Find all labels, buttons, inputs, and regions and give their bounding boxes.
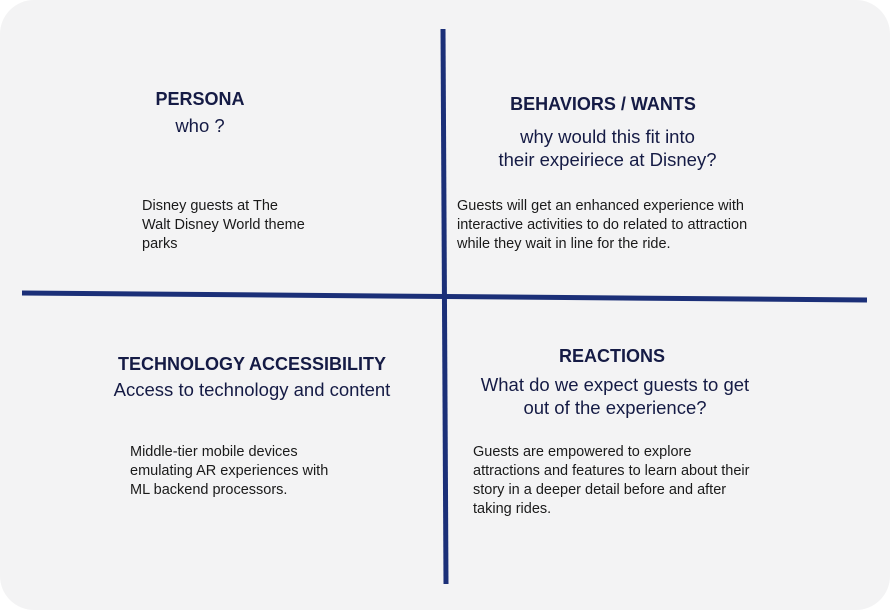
reactions-subtitle-line: out of the experience? bbox=[523, 397, 707, 418]
technology-description-line: ML backend processors. bbox=[130, 482, 288, 498]
vertical-divider bbox=[440, 28, 449, 585]
behaviors-subtitle-line: their expeiriece at Disney? bbox=[498, 149, 717, 170]
reactions-description-line: attractions and features to learn about … bbox=[473, 463, 750, 479]
technology-description-line: emulating AR experiences with bbox=[130, 463, 329, 479]
reactions-description-line: taking rides. bbox=[473, 501, 552, 517]
behaviors-description: Guests will get an enhanced experience w… bbox=[457, 197, 817, 254]
technology-subtitle: Access to technology and content bbox=[113, 379, 391, 400]
persona-subtitle: who ? bbox=[175, 115, 225, 136]
persona-description-line: parks bbox=[142, 236, 178, 252]
persona-description-line: Walt Disney World theme bbox=[142, 217, 305, 233]
reactions-subtitle: What do we expect guests to get out of t… bbox=[462, 373, 768, 419]
technology-title: TECHNOLOGY ACCESSIBILITY bbox=[117, 354, 387, 374]
behaviors-subtitle-line: why would this fit into bbox=[520, 126, 695, 147]
behaviors-subtitle: why would this fit into their expeiriece… bbox=[470, 125, 745, 171]
persona-description: Disney guests at The Walt Disney World t… bbox=[142, 197, 382, 254]
persona-title: PERSONA bbox=[155, 89, 245, 109]
persona-description-line: Disney guests at The bbox=[142, 198, 278, 214]
reactions-description-line: Guests are empowered to explore bbox=[473, 444, 692, 460]
reactions-description-line: story in a deeper detail before and afte… bbox=[473, 482, 727, 498]
behaviors-description-line: while they wait in line for the ride. bbox=[457, 236, 671, 252]
behaviors-title: BEHAVIORS / WANTS bbox=[510, 94, 696, 114]
horizontal-divider bbox=[21, 290, 868, 303]
reactions-subtitle-line: What do we expect guests to get bbox=[480, 374, 750, 395]
behaviors-description-line: interactive activities to do related to … bbox=[457, 217, 748, 233]
behaviors-description-line: Guests will get an enhanced experience w… bbox=[457, 198, 744, 214]
technology-description-line: Middle-tier mobile devices bbox=[130, 444, 298, 460]
reactions-title: REACTIONS bbox=[558, 346, 665, 366]
technology-description: Middle-tier mobile devices emulating AR … bbox=[130, 443, 390, 500]
reactions-description: Guests are empowered to explore attracti… bbox=[473, 443, 833, 519]
